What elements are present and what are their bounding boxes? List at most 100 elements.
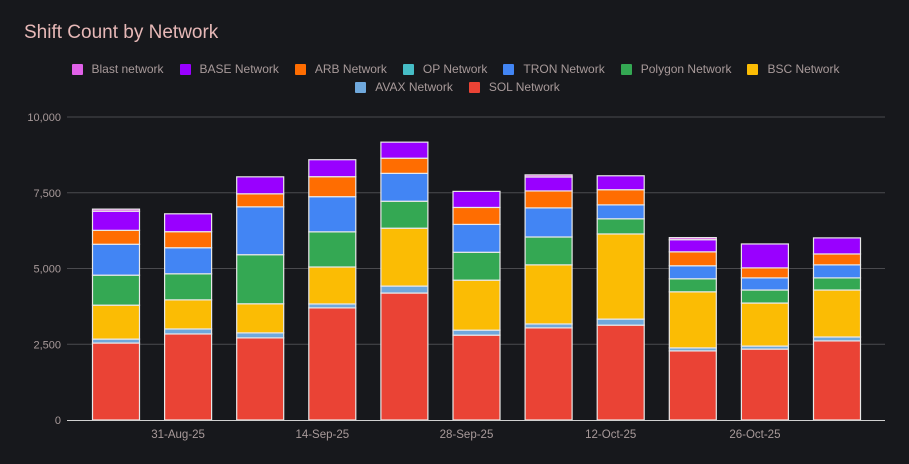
bar-segment-arb-network[interactable] <box>308 176 357 198</box>
bar-stack[interactable] <box>236 176 285 421</box>
bar-segment-base-network[interactable] <box>164 213 213 233</box>
bar-segment-bsc-network[interactable] <box>452 279 501 331</box>
legend-item-blast[interactable]: Blast network <box>71 62 164 76</box>
bar-segment-sol-network[interactable] <box>164 333 213 421</box>
bar-segment-sol-network[interactable] <box>812 340 862 421</box>
bar-segment-sol-network[interactable] <box>740 348 790 421</box>
bar-segment-arb-network[interactable] <box>452 206 501 226</box>
legend-item-tron[interactable]: TRON Network <box>503 62 605 76</box>
bar-segment-bsc-network[interactable] <box>308 266 357 305</box>
bar-stack[interactable] <box>380 141 429 421</box>
legend-label: AVAX Network <box>375 80 453 94</box>
bar-segment-tron-network[interactable] <box>236 206 285 256</box>
bar-segment-avax-network[interactable] <box>236 332 285 339</box>
bar-segment-sol-network[interactable] <box>308 307 357 421</box>
bar-segment-bsc-network[interactable] <box>668 291 717 349</box>
bar-segment-tron-network[interactable] <box>668 265 717 280</box>
bar-segment-base-network[interactable] <box>236 176 285 195</box>
legend-item-bsc[interactable]: BSC Network <box>747 62 839 76</box>
bar-segment-bsc-network[interactable] <box>380 227 429 287</box>
bar-segment-polygon-network[interactable] <box>91 274 141 306</box>
bar-segment-bsc-network[interactable] <box>236 303 285 334</box>
bar-segment-bsc-network[interactable] <box>740 302 790 347</box>
bar-segment-polygon-network[interactable] <box>164 273 213 301</box>
bar-stack[interactable] <box>596 175 645 421</box>
bar-segment-tron-network[interactable] <box>452 223 501 253</box>
bar-segment-arb-network[interactable] <box>91 229 141 245</box>
legend-label: Blast network <box>91 62 164 76</box>
bar-segment-base-network[interactable] <box>91 210 141 231</box>
bar-segment-avax-network[interactable] <box>380 285 429 294</box>
bar-segment-base-network[interactable] <box>740 243 790 269</box>
bar-segment-polygon-network[interactable] <box>380 200 429 229</box>
bar-segment-polygon-network[interactable] <box>812 277 862 291</box>
bar-segment-tron-network[interactable] <box>164 247 213 275</box>
bar-segment-tron-network[interactable] <box>812 264 862 279</box>
bar-segment-sol-network[interactable] <box>236 337 285 421</box>
bar-segment-blast-network[interactable] <box>91 208 141 212</box>
legend-item-sol[interactable]: SOL Network <box>468 80 560 94</box>
bar-segment-bsc-network[interactable] <box>164 299 213 330</box>
bar-segment-bsc-network[interactable] <box>91 304 141 340</box>
bar-stack[interactable] <box>308 159 357 421</box>
bar-segment-tron-network[interactable] <box>380 172 429 202</box>
bar-segment-avax-network[interactable] <box>596 318 645 326</box>
y-tick-label: 5,000 <box>33 264 61 276</box>
bar-segment-tron-network[interactable] <box>740 277 790 291</box>
bar-segment-base-network[interactable] <box>668 239 717 253</box>
bar-segment-tron-network[interactable] <box>524 207 573 238</box>
bar-stack[interactable] <box>91 208 141 421</box>
bar-segment-polygon-network[interactable] <box>668 278 717 293</box>
bar-segment-polygon-network[interactable] <box>596 218 645 235</box>
bar-stack[interactable] <box>740 243 790 421</box>
legend-swatch-arb-icon <box>294 63 306 75</box>
bar-stack[interactable] <box>812 237 862 421</box>
bar-segment-arb-network[interactable] <box>380 157 429 174</box>
bar-stack[interactable] <box>524 174 573 421</box>
legend-item-avax[interactable]: AVAX Network <box>355 80 453 94</box>
bar-segment-polygon-network[interactable] <box>236 254 285 305</box>
bar-segment-bsc-network[interactable] <box>812 289 862 338</box>
bar-stack[interactable] <box>452 190 501 421</box>
bar-segment-polygon-network[interactable] <box>524 236 573 266</box>
bar-segment-base-network[interactable] <box>452 190 501 209</box>
bar-segment-sol-network[interactable] <box>452 334 501 421</box>
bar-segment-arb-network[interactable] <box>812 253 862 266</box>
bar-segment-base-network[interactable] <box>596 175 645 191</box>
bar-segment-bsc-network[interactable] <box>596 233 645 320</box>
legend-item-polygon[interactable]: Polygon Network <box>620 62 731 76</box>
bar-segment-blast-network[interactable] <box>524 174 573 178</box>
bar-segment-arb-network[interactable] <box>596 189 645 206</box>
legend-item-op[interactable]: OP Network <box>402 62 487 76</box>
bar-segment-blast-network[interactable] <box>668 236 717 241</box>
bar-segment-tron-network[interactable] <box>91 243 141 276</box>
bar-segment-base-network[interactable] <box>524 176 573 192</box>
bar-segment-polygon-network[interactable] <box>740 289 790 304</box>
bar-segment-arb-network[interactable] <box>524 190 573 209</box>
legend-swatch-blast-icon <box>71 63 83 75</box>
bar-segment-base-network[interactable] <box>380 141 429 159</box>
bar-segment-arb-network[interactable] <box>740 267 790 279</box>
bar-segment-arb-network[interactable] <box>236 193 285 208</box>
bar-segment-sol-network[interactable] <box>524 327 573 421</box>
bar-segment-base-network[interactable] <box>308 159 357 178</box>
bar-segment-sol-network[interactable] <box>91 342 141 421</box>
bar-segment-base-network[interactable] <box>812 237 862 255</box>
bar-segment-sol-network[interactable] <box>380 292 429 421</box>
legend-item-arb[interactable]: ARB Network <box>294 62 387 76</box>
bar-stack[interactable] <box>668 236 717 421</box>
legend-item-base[interactable]: BASE Network <box>179 62 279 76</box>
bar-segment-sol-network[interactable] <box>596 324 645 421</box>
bar-segment-arb-network[interactable] <box>164 231 213 249</box>
bar-stack[interactable] <box>164 213 213 421</box>
bar-segment-avax-network[interactable] <box>164 328 213 335</box>
bar-segment-polygon-network[interactable] <box>308 231 357 268</box>
bar-segment-tron-network[interactable] <box>596 204 645 220</box>
bar-segment-tron-network[interactable] <box>308 196 357 233</box>
bar-segment-bsc-network[interactable] <box>524 264 573 325</box>
bar-segment-polygon-network[interactable] <box>452 251 501 281</box>
bar-segment-avax-network[interactable] <box>452 329 501 336</box>
bar-segment-sol-network[interactable] <box>668 350 717 421</box>
bar-segment-arb-network[interactable] <box>668 251 717 267</box>
